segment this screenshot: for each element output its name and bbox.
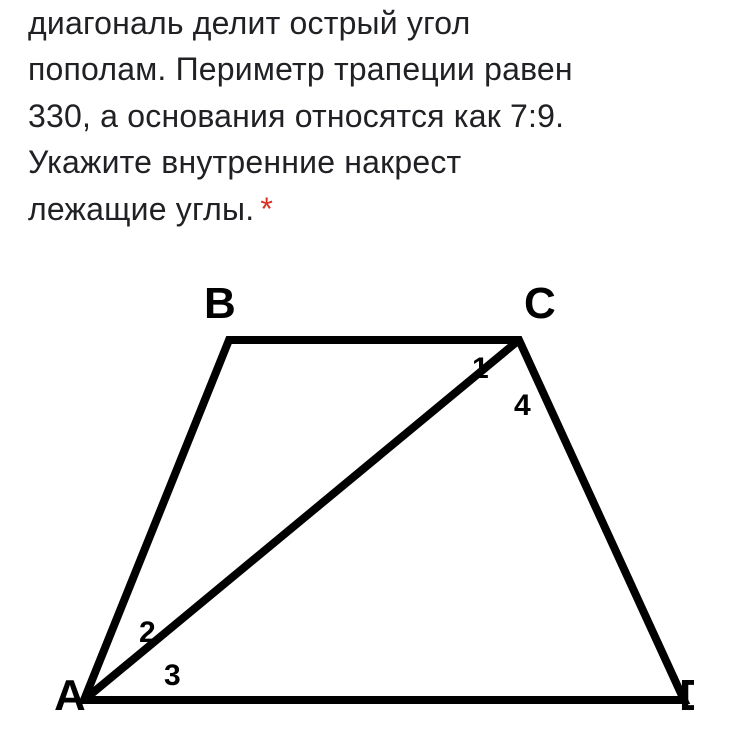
trapezoid-outline: [84, 340, 684, 700]
angle-label-3: 3: [164, 659, 181, 692]
text-line-2: пополам. Периметр трапеции равен: [28, 46, 720, 92]
page: диагональ делит острый угол пополам. Пер…: [0, 0, 748, 710]
text-line-4: Укажите внутренние накрест: [28, 139, 720, 185]
required-asterisk: *: [260, 191, 273, 227]
text-line-5: лежащие углы.*: [28, 186, 720, 232]
vertex-label-a: A: [54, 671, 86, 710]
text-line-1: диагональ делит острый угол: [28, 0, 720, 46]
angle-label-1: 1: [472, 352, 489, 385]
trapezoid-figure: B C A D 1 4 2 3: [54, 270, 694, 710]
problem-text: диагональ делит острый угол пополам. Пер…: [28, 0, 720, 232]
vertex-label-c: C: [524, 279, 556, 328]
angle-label-4: 4: [514, 389, 531, 422]
vertex-label-d: D: [679, 671, 694, 710]
text-line-3: 330, а основания относятся как 7:9.: [28, 93, 720, 139]
angle-label-2: 2: [139, 616, 156, 649]
vertex-label-b: B: [204, 279, 236, 328]
text-line-5-content: лежащие углы.: [28, 191, 254, 227]
figure-container: B C A D 1 4 2 3: [28, 270, 720, 710]
